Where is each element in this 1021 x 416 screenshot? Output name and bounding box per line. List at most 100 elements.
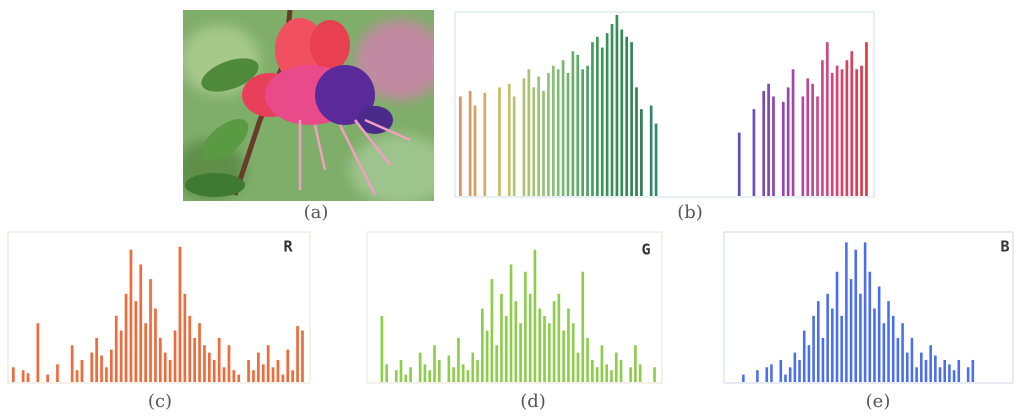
bar bbox=[836, 66, 839, 196]
bar bbox=[784, 375, 787, 382]
bar bbox=[105, 367, 108, 382]
bar bbox=[228, 345, 231, 382]
bar bbox=[798, 360, 801, 382]
bar bbox=[476, 360, 479, 382]
channel-label: R bbox=[283, 238, 293, 256]
bar bbox=[532, 87, 535, 196]
bar bbox=[577, 353, 580, 382]
bar bbox=[562, 331, 565, 382]
caption: (c) bbox=[148, 391, 172, 412]
bar bbox=[277, 360, 280, 382]
bar bbox=[474, 106, 477, 197]
bar bbox=[831, 73, 834, 196]
bar bbox=[630, 42, 633, 196]
bar bbox=[808, 345, 811, 382]
bar bbox=[548, 323, 551, 382]
bar bbox=[120, 331, 123, 382]
bar bbox=[780, 360, 783, 382]
bar bbox=[528, 69, 531, 196]
bar bbox=[110, 350, 113, 382]
bar bbox=[605, 364, 608, 382]
bar bbox=[457, 338, 460, 382]
bar bbox=[233, 370, 236, 382]
bar bbox=[115, 316, 118, 382]
bar bbox=[581, 272, 584, 382]
bar bbox=[911, 338, 914, 382]
bar bbox=[301, 331, 304, 382]
bar bbox=[767, 84, 770, 196]
bar bbox=[184, 294, 187, 382]
bar bbox=[859, 294, 862, 382]
bar bbox=[640, 109, 643, 196]
bar bbox=[164, 353, 167, 382]
caption: (b) bbox=[677, 202, 703, 223]
bar bbox=[428, 370, 431, 382]
bar bbox=[572, 51, 575, 196]
bar bbox=[193, 338, 196, 382]
bar bbox=[629, 367, 632, 382]
bar bbox=[591, 360, 594, 382]
bar bbox=[424, 364, 427, 382]
bar bbox=[543, 316, 546, 382]
bar bbox=[615, 353, 618, 382]
bar bbox=[596, 367, 599, 382]
bar bbox=[22, 370, 25, 382]
bar bbox=[247, 360, 250, 382]
bar bbox=[901, 323, 904, 382]
bar bbox=[841, 69, 844, 196]
bar bbox=[553, 301, 556, 382]
bar bbox=[529, 294, 532, 382]
bar bbox=[625, 37, 628, 196]
bar bbox=[616, 15, 619, 196]
bar bbox=[787, 87, 790, 196]
bar bbox=[572, 323, 575, 382]
channel-label: B bbox=[1000, 238, 1009, 256]
bar bbox=[811, 84, 814, 196]
bar bbox=[753, 109, 756, 196]
bar bbox=[519, 323, 522, 382]
bar bbox=[130, 250, 133, 382]
bar bbox=[252, 370, 255, 382]
bar bbox=[505, 316, 508, 382]
bar bbox=[772, 96, 775, 196]
bar bbox=[567, 309, 570, 383]
bar bbox=[850, 279, 853, 382]
bar bbox=[846, 60, 849, 196]
bar bbox=[967, 367, 970, 382]
bar bbox=[883, 323, 886, 382]
bar bbox=[486, 331, 489, 382]
bar bbox=[586, 338, 589, 382]
bar bbox=[738, 133, 741, 196]
bar bbox=[586, 66, 589, 196]
bar bbox=[887, 301, 890, 382]
bar bbox=[272, 367, 275, 382]
bar bbox=[806, 78, 809, 196]
caption: (a) bbox=[304, 202, 329, 223]
bar bbox=[27, 373, 30, 382]
bar bbox=[854, 250, 857, 382]
bar bbox=[826, 294, 829, 382]
bar bbox=[498, 87, 501, 196]
figure: (a)(b)(c)R(d)G(e)B bbox=[0, 0, 1021, 416]
bar bbox=[409, 367, 412, 382]
bar bbox=[547, 73, 550, 196]
bar bbox=[291, 370, 294, 382]
bar bbox=[286, 350, 289, 382]
bar bbox=[524, 272, 527, 382]
bar bbox=[400, 360, 403, 382]
bar bbox=[817, 301, 820, 382]
bar bbox=[534, 250, 537, 382]
bar bbox=[803, 331, 806, 382]
bar bbox=[943, 360, 946, 382]
bar bbox=[81, 360, 84, 382]
bar bbox=[845, 242, 848, 382]
bar bbox=[144, 323, 147, 382]
bar bbox=[611, 24, 614, 196]
bar bbox=[897, 338, 900, 382]
bar bbox=[257, 353, 260, 382]
bar bbox=[537, 77, 540, 196]
caption: (e) bbox=[866, 391, 891, 412]
bar bbox=[765, 367, 768, 382]
bar bbox=[12, 367, 15, 382]
bar bbox=[135, 301, 138, 382]
